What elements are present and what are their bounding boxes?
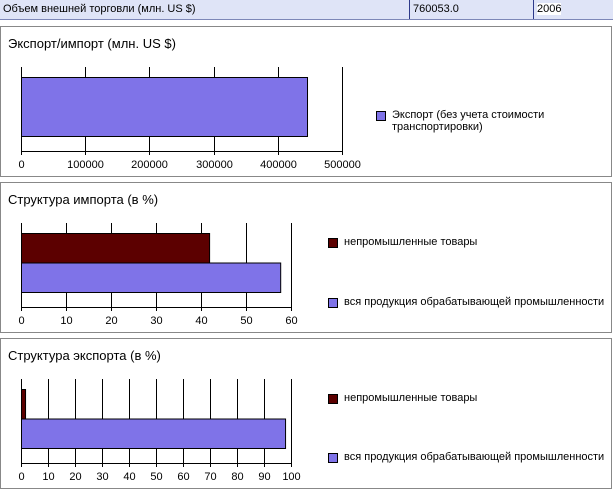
tick-label: 90 (258, 471, 270, 483)
bar-0 (21, 77, 309, 137)
tick-label: 30 (150, 315, 162, 327)
tick-label: 60 (177, 471, 189, 483)
legend-label: непромышленные товары (344, 236, 478, 248)
legend-label: вся продукция обрабатывающей промышленно… (344, 296, 605, 308)
tick-label: 300000 (196, 159, 233, 171)
chart-title: Структура экспорта (в %) (8, 348, 161, 363)
chart-title: Экспорт/импорт (млн. US $) (8, 36, 176, 51)
tick-label: 500000 (324, 159, 361, 171)
tick-label: 0 (18, 471, 24, 483)
legend-item: непромышленные товары (328, 392, 598, 404)
tick-label: 0 (18, 315, 24, 327)
tick-label: 200000 (131, 159, 168, 171)
legend-swatch (328, 238, 338, 248)
tick-label: 400000 (260, 159, 297, 171)
tick-label: 60 (285, 315, 297, 327)
tick-label: 50 (240, 315, 252, 327)
chart-svg: 0 10 20 30 40 50 60 70 80 90 100 (18, 379, 301, 483)
tick-label: 100 (282, 471, 300, 483)
legend-swatch (328, 298, 338, 308)
tick-label: 20 (69, 471, 81, 483)
tick-label: 20 (105, 315, 117, 327)
legend-swatch (376, 111, 386, 121)
legend-item: непромышленные товары (328, 236, 598, 248)
trade-volume-year: 2006 (533, 0, 577, 19)
chart-export-structure: Структура экспорта (в %) 0 10 20 30 40 50 60 70… (0, 338, 612, 489)
legend-swatch (328, 453, 338, 463)
tick-label: 80 (231, 471, 243, 483)
bar-0 (21, 389, 27, 420)
tick-label: 50 (150, 471, 162, 483)
bar-0 (21, 233, 211, 264)
tick-label: 30 (96, 471, 108, 483)
trade-volume-label: Объем внешней торговли (млн. US $) (3, 3, 196, 15)
tick-label: 100000 (67, 159, 104, 171)
chart-import-structure: Структура импорта (в %) 0 10 20 30 40 50 60 неп… (0, 182, 612, 333)
year-text: 2006 (537, 3, 562, 15)
tick-label: 0 (18, 159, 24, 171)
trade-volume-value: 760053.0 (409, 0, 533, 19)
legend-item: вся продукция обрабатывающей промышленно… (328, 296, 608, 308)
legend-label: вся продукция обрабатывающей промышленно… (344, 451, 605, 463)
tick-label: 10 (60, 315, 72, 327)
legend-item: Экспорт (без учета стоимости транспортир… (376, 109, 556, 133)
bar-1 (21, 262, 282, 293)
tick-label: 40 (123, 471, 135, 483)
tick-label: 40 (195, 315, 207, 327)
chart-export-import: Экспорт/импорт (млн. US $) 0 100000 200000… (0, 26, 612, 177)
chart-svg: 0 10 20 30 40 50 60 (18, 223, 298, 327)
legend-swatch (328, 394, 338, 404)
trade-volume-row: Объем внешней торговли (млн. US $) 76005… (0, 0, 613, 20)
legend-label: Экспорт (без учета стоимости транспортир… (392, 109, 545, 133)
legend-item: вся продукция обрабатывающей промышленно… (328, 451, 608, 463)
chart-title: Структура импорта (в %) (8, 192, 159, 207)
chart-svg: 0 100000 200000 300000 400000 500000 (18, 67, 361, 171)
tick-label: 70 (204, 471, 216, 483)
bar-1 (21, 418, 287, 449)
tick-label: 10 (42, 471, 54, 483)
legend-label: непромышленные товары (344, 392, 478, 404)
